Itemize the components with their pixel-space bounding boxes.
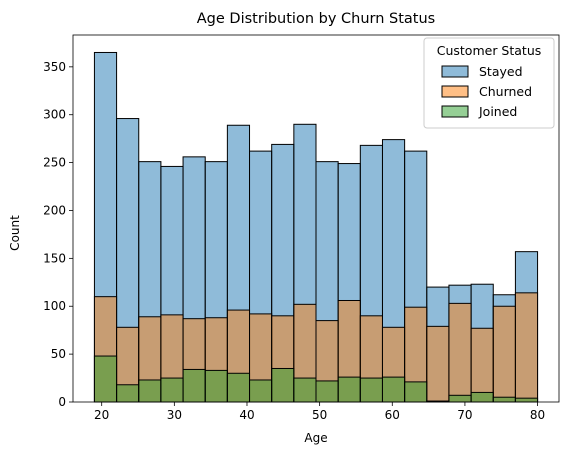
- y-axis-label: Count: [8, 215, 22, 251]
- y-tick-label: 350: [43, 60, 66, 74]
- bar-joined-3: [160, 377, 184, 403]
- y-ticks: 0 50 100 150 200 250 300 350: [43, 60, 73, 409]
- legend-label-churned: Churned: [479, 84, 532, 99]
- bar-joined-0: [93, 355, 118, 403]
- bar-joined-4: [182, 368, 206, 403]
- bar-churned-15: [426, 325, 450, 403]
- x-axis-label: Age: [304, 431, 327, 445]
- legend: Customer Status Stayed Churned Joined: [423, 37, 555, 129]
- axes-layer: [72, 34, 560, 403]
- x-ticks: 20 30 40 50 60 70 80: [94, 402, 545, 422]
- legend-swatch-churned: [441, 85, 469, 98]
- legend-label-joined: Joined: [478, 104, 517, 119]
- legend-title: Customer Status: [437, 43, 542, 58]
- y-tick-label: 150: [43, 251, 66, 265]
- y-tick-label: 0: [58, 395, 66, 409]
- y-tick-label: 50: [51, 347, 66, 361]
- bar-joined-18: [492, 396, 516, 403]
- x-tick-label: 40: [239, 408, 254, 422]
- y-tick-label: 300: [43, 108, 66, 122]
- x-tick-label: 50: [312, 408, 327, 422]
- bar-joined-8: [271, 367, 295, 403]
- y-tick-label: 250: [43, 156, 66, 170]
- bar-joined-14: [404, 381, 428, 403]
- bar-churned-17: [470, 327, 494, 403]
- bar-joined-10: [315, 380, 339, 403]
- chart-title: Age Distribution by Churn Status: [197, 11, 435, 27]
- x-tick-label: 60: [385, 408, 400, 422]
- bar-joined-2: [138, 379, 162, 403]
- x-tick-label: 20: [94, 408, 109, 422]
- legend-swatch-stayed: [441, 65, 469, 78]
- bar-joined-6: [226, 372, 251, 403]
- x-tick-label: 80: [530, 408, 545, 422]
- bar-joined-13: [381, 376, 406, 403]
- bar-joined-1: [116, 384, 140, 403]
- x-tick-label: 30: [167, 408, 182, 422]
- bar-joined-16: [448, 394, 472, 403]
- bar-joined-11: [337, 376, 361, 403]
- bar-joined-9: [293, 377, 317, 403]
- x-tick-label: 70: [457, 408, 472, 422]
- bar-churned-18: [492, 305, 516, 403]
- bar-churned-16: [448, 302, 472, 403]
- legend-label-stayed: Stayed: [479, 64, 523, 79]
- bar-joined-19: [514, 397, 539, 403]
- bar-churned-19: [514, 292, 539, 403]
- bar-joined-5: [204, 369, 228, 403]
- bar-joined-7: [249, 379, 273, 403]
- bar-joined-17: [470, 391, 494, 403]
- legend-swatch-joined: [441, 105, 469, 118]
- bar-joined-12: [359, 377, 383, 403]
- plot-frame: [72, 34, 560, 403]
- y-tick-label: 200: [43, 203, 66, 217]
- y-tick-label: 100: [43, 299, 66, 313]
